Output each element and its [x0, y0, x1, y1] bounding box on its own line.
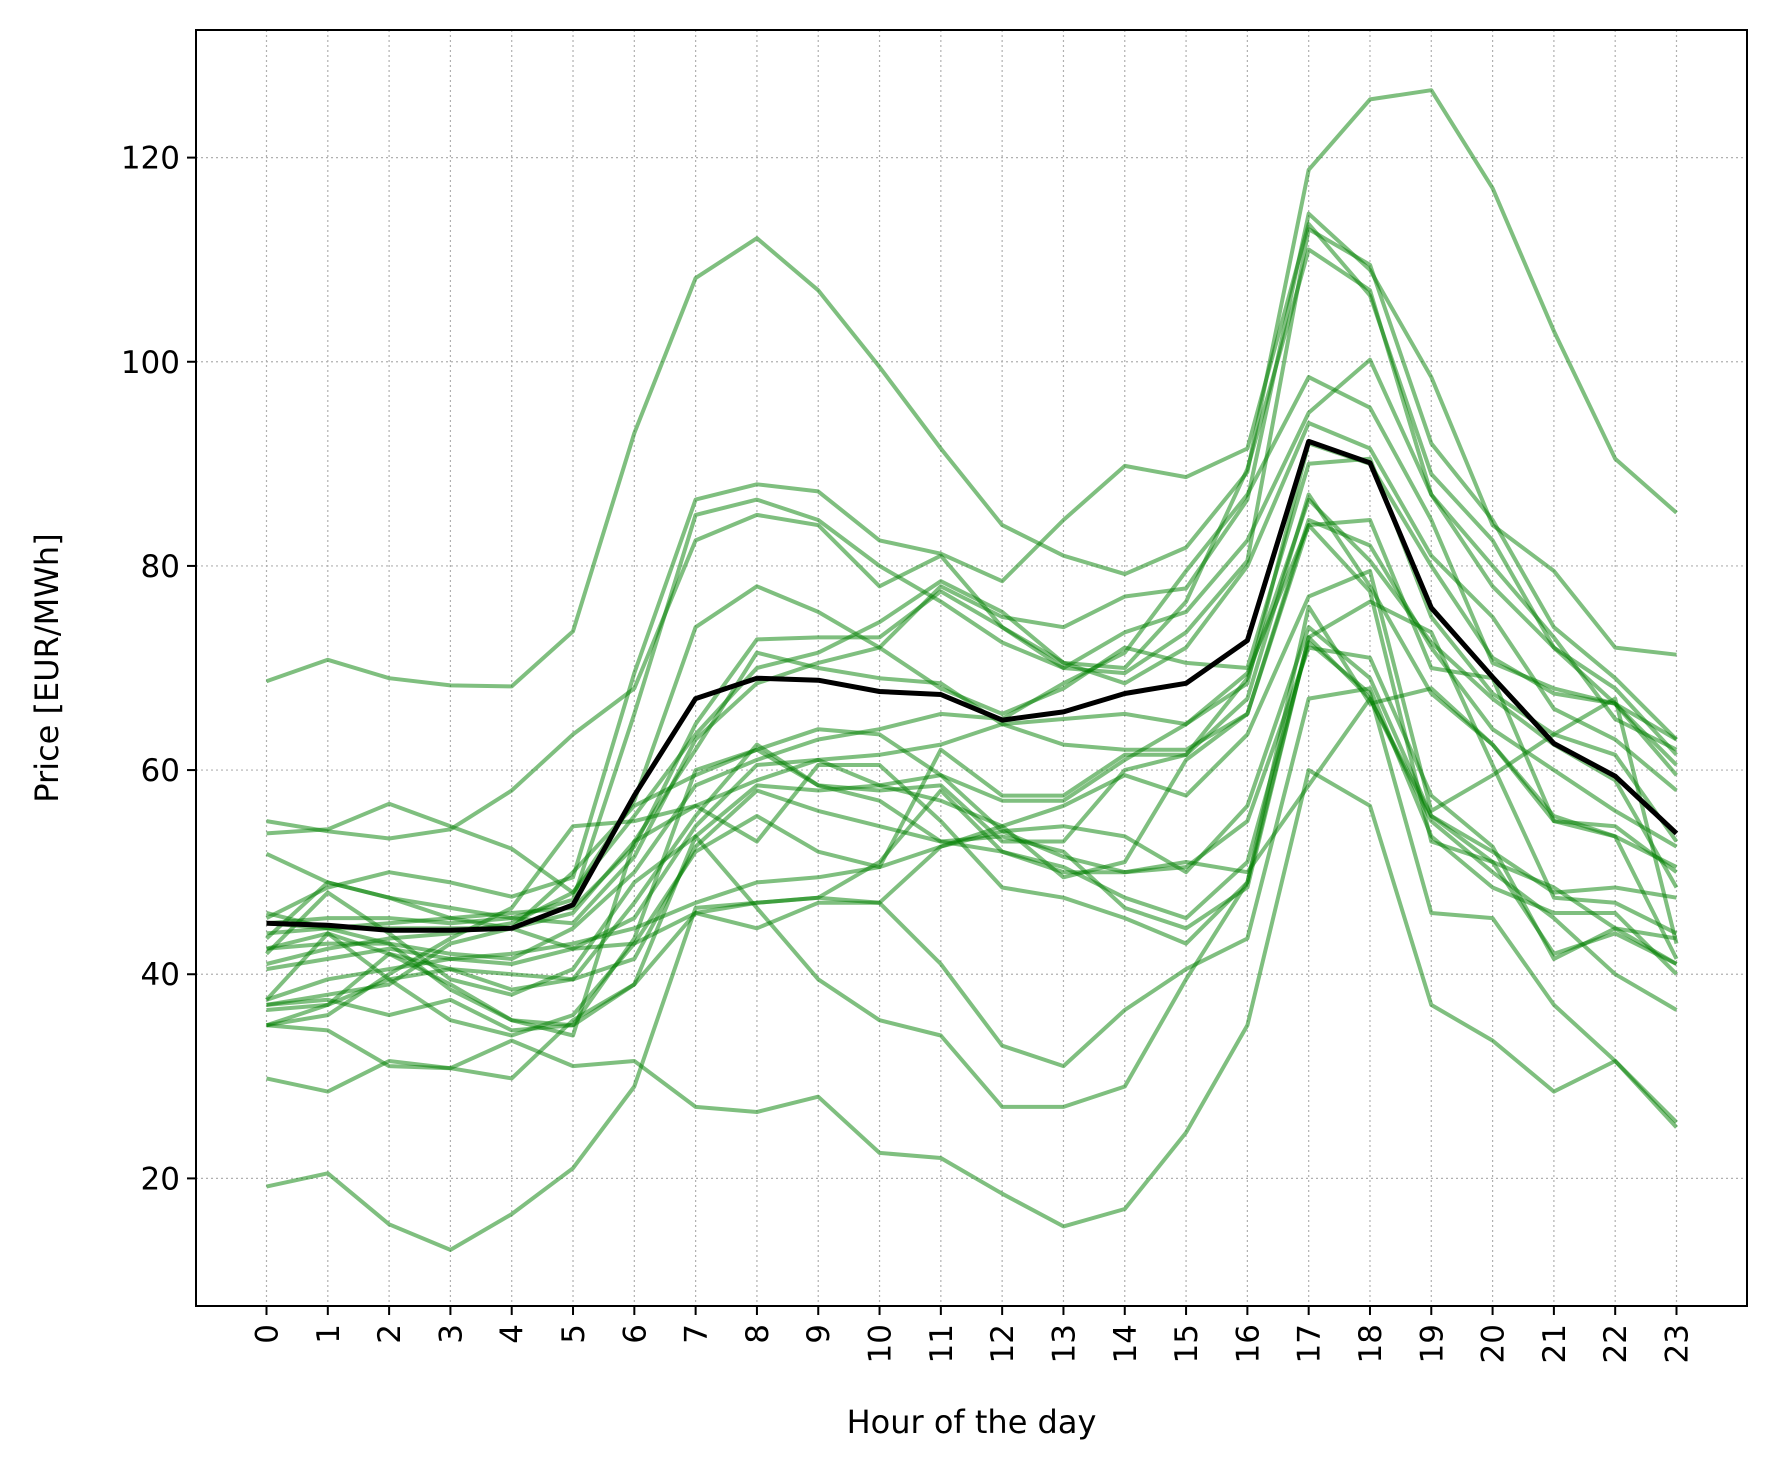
y-tick-label: 100: [121, 345, 180, 381]
x-tick-label: 2: [372, 1324, 408, 1344]
series-line-2: [265, 222, 1678, 920]
series-line-4: [265, 227, 1678, 921]
mean-line-group: [266, 438, 1679, 933]
y-axis-title: Price [EUR/MWh]: [28, 533, 66, 802]
x-tick-label: 6: [617, 1324, 653, 1344]
series-line-17: [265, 599, 1678, 1028]
series-line-21: [266, 635, 1678, 1109]
y-axis-ticks: 20 40 60 80 100 120: [121, 141, 196, 1197]
series-line-25: [265, 645, 1677, 997]
x-tick-label: 17: [1292, 1324, 1328, 1363]
y-tick-label: 80: [141, 549, 180, 585]
series-line-23: [266, 768, 1678, 1229]
x-tick-label: 15: [1169, 1324, 1205, 1363]
x-tick-label: 10: [863, 1324, 899, 1363]
x-tick-label: 9: [801, 1324, 837, 1344]
x-tick-label: 8: [740, 1324, 776, 1344]
plot-frame: [195, 29, 1748, 1307]
y-tick-label: 120: [121, 141, 180, 177]
x-tick-label: 3: [433, 1324, 469, 1344]
mean-line: [266, 438, 1679, 933]
x-tick-label: 12: [985, 1324, 1021, 1363]
series-line-9: [266, 456, 1679, 926]
x-tick-label: 19: [1414, 1324, 1450, 1363]
x-axis-title: Hour of the day: [847, 1403, 1097, 1441]
y-tick-label: 60: [141, 753, 180, 789]
series-line-3: [266, 211, 1677, 895]
x-tick-label: 18: [1353, 1324, 1389, 1363]
x-tick-label: 22: [1598, 1324, 1634, 1363]
x-tick-label: 13: [1046, 1324, 1082, 1363]
y-tick-label: 40: [141, 957, 180, 993]
x-tick-label: 5: [556, 1324, 592, 1344]
y-tick-label: 20: [141, 1161, 180, 1197]
series-line-20: [266, 640, 1678, 1124]
x-tick-label: 4: [495, 1324, 531, 1344]
series-line-22: [266, 686, 1678, 1081]
x-tick-label: 11: [924, 1324, 960, 1363]
x-tick-label: 1: [311, 1324, 347, 1344]
x-tick-label: 14: [1108, 1324, 1144, 1363]
x-axis-ticks: 0 1 2 3 4 5 6 7 8 9 10 11 12 13 14 15 16 17 18 19 20 21 22 23: [250, 1306, 1696, 1363]
series-lines: [265, 88, 1679, 1252]
series-line-1: [265, 88, 1678, 689]
series-line-24: [266, 696, 1678, 1252]
x-tick-label: 20: [1476, 1324, 1512, 1363]
x-tick-label: 23: [1660, 1324, 1696, 1363]
series-line-12: [266, 518, 1678, 1028]
x-tick-label: 16: [1230, 1324, 1266, 1363]
series-line-6: [266, 375, 1678, 961]
x-tick-label: 21: [1537, 1324, 1573, 1363]
x-tick-label: 7: [679, 1324, 715, 1344]
x-tick-label: 0: [250, 1324, 286, 1344]
